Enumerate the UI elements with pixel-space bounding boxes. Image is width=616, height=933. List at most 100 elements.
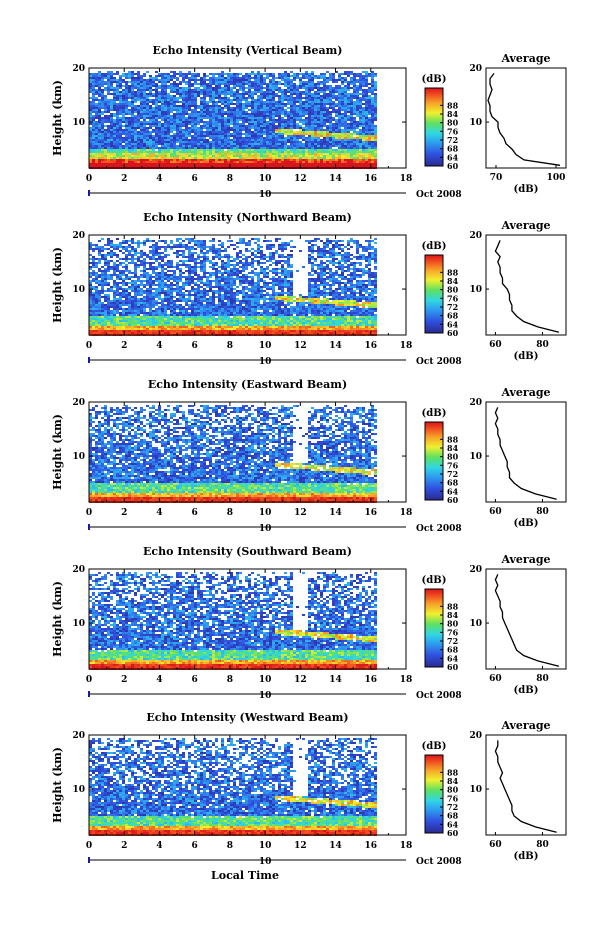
colorbar-tick-label: 76 (447, 460, 459, 470)
y-axis-label: Height (km) (51, 247, 64, 323)
colorbar-tick-label: 88 (447, 767, 459, 777)
colorbar-unit: (dB) (422, 241, 447, 252)
average-y-tick-label: 10 (469, 452, 482, 462)
panel-title: Echo Intensity (Eastward Beam) (148, 378, 347, 391)
y-tick-label: 10 (72, 452, 85, 462)
average-x-tick-label: 60 (489, 507, 502, 517)
date-label: Oct 2008 (416, 857, 462, 867)
colorbar-tick-label: 64 (447, 152, 459, 162)
x-tick-label: 2 (121, 675, 127, 685)
x-tick-label: 6 (192, 174, 198, 184)
y-axis-label: Height (km) (51, 80, 64, 156)
colorbar-tick-label: 80 (447, 619, 459, 629)
average-x-tick-label: 80 (536, 340, 549, 350)
average-x-tick-label: 60 (489, 340, 502, 350)
colorbar-tick-label: 64 (447, 653, 459, 663)
beam-panel-1: Echo Intensity (Northward Beam) 0 2 4 6 8 10 12… (51, 211, 566, 367)
colorbar-tick-label: 60 (447, 161, 459, 171)
x-tick-label: 12 (294, 341, 307, 351)
x-tick-label: 14 (329, 508, 342, 518)
colorbar-tick-label: 72 (447, 636, 458, 646)
y-tick-label: 10 (72, 619, 85, 629)
x-tick-label: 6 (192, 675, 198, 685)
colorbar-tick-label: 72 (447, 135, 458, 145)
average-profile-line (495, 574, 559, 666)
date-label: Oct 2008 (416, 691, 462, 701)
y-tick-label: 10 (72, 285, 85, 295)
x-tick-label: 4 (156, 675, 162, 685)
x-tick-label: 4 (156, 341, 162, 351)
x-tick-label: 18 (400, 675, 413, 685)
x-tick-label: 8 (227, 841, 233, 851)
y-tick-label: 20 (72, 398, 85, 408)
panel-title: Echo Intensity (Southward Beam) (143, 545, 352, 558)
x-tick-label: 10 (259, 508, 272, 518)
x-tick-label: 12 (294, 174, 307, 184)
average-y-tick-label: 20 (469, 565, 482, 575)
average-x-label: (dB) (514, 351, 539, 362)
average-profile-line (488, 73, 560, 165)
x-tick-label: 14 (329, 841, 342, 851)
colorbar-tick-label: 72 (447, 802, 458, 812)
colorbar-unit: (dB) (422, 575, 447, 586)
average-x-label: (dB) (514, 518, 539, 529)
x-tick-label: 10 (259, 174, 272, 184)
average-x-tick-label: 80 (536, 507, 549, 517)
x-tick-label: 6 (192, 341, 198, 351)
x-tick-label: 8 (227, 675, 233, 685)
x-axis-label: Local Time (211, 869, 279, 882)
x-tick-label: 16 (365, 174, 378, 184)
date-tick-label: 10 (259, 190, 272, 200)
colorbar-tick-label: 60 (447, 828, 459, 838)
echo-heatmap (89, 71, 377, 169)
x-tick-label: 2 (121, 841, 127, 851)
x-tick-label: 4 (156, 174, 162, 184)
average-profile-line (495, 240, 559, 332)
date-tick-label: 10 (259, 357, 272, 367)
average-x-tick-label: 80 (536, 674, 549, 684)
average-x-label: (dB) (514, 851, 539, 862)
x-tick-label: 10 (259, 341, 272, 351)
colorbar-tick-label: 68 (447, 478, 459, 488)
x-tick-label: 18 (400, 841, 413, 851)
colorbar-tick-label: 60 (447, 662, 459, 672)
x-tick-label: 16 (365, 841, 378, 851)
date-tick-label: 10 (259, 524, 272, 534)
colorbar-tick-label: 68 (447, 645, 459, 655)
x-tick-label: 2 (121, 508, 127, 518)
colorbar-tick-label: 84 (447, 276, 459, 286)
colorbar-tick-label: 76 (447, 126, 459, 136)
y-tick-label: 20 (72, 565, 85, 575)
average-title: Average (500, 386, 550, 399)
colorbar-tick-label: 64 (447, 319, 459, 329)
x-tick-label: 0 (86, 341, 92, 351)
x-tick-label: 14 (329, 675, 342, 685)
x-tick-label: 2 (121, 341, 127, 351)
colorbar-tick-label: 88 (447, 267, 459, 277)
colorbar-tick-label: 84 (447, 776, 459, 786)
x-tick-label: 0 (86, 841, 92, 851)
average-frame (486, 569, 566, 669)
colorbar-tick-label: 84 (447, 109, 459, 119)
colorbar-tick-label: 84 (447, 610, 459, 620)
colorbar-tick-label: 64 (447, 819, 459, 829)
x-tick-label: 2 (121, 174, 127, 184)
panel-title: Echo Intensity (Northward Beam) (143, 211, 352, 224)
date-label: Oct 2008 (416, 524, 462, 534)
colorbar-tick-label: 88 (447, 601, 459, 611)
average-title: Average (500, 553, 550, 566)
x-tick-label: 18 (400, 508, 413, 518)
average-x-tick-label: 70 (490, 173, 503, 183)
x-tick-label: 16 (365, 675, 378, 685)
date-label: Oct 2008 (416, 190, 462, 200)
x-tick-label: 8 (227, 341, 233, 351)
colorbar-tick-label: 88 (447, 100, 459, 110)
colorbar-tick-label: 60 (447, 495, 459, 505)
panel-title: Echo Intensity (Westward Beam) (146, 711, 348, 724)
average-y-tick-label: 10 (469, 785, 482, 795)
x-tick-label: 10 (259, 841, 272, 851)
